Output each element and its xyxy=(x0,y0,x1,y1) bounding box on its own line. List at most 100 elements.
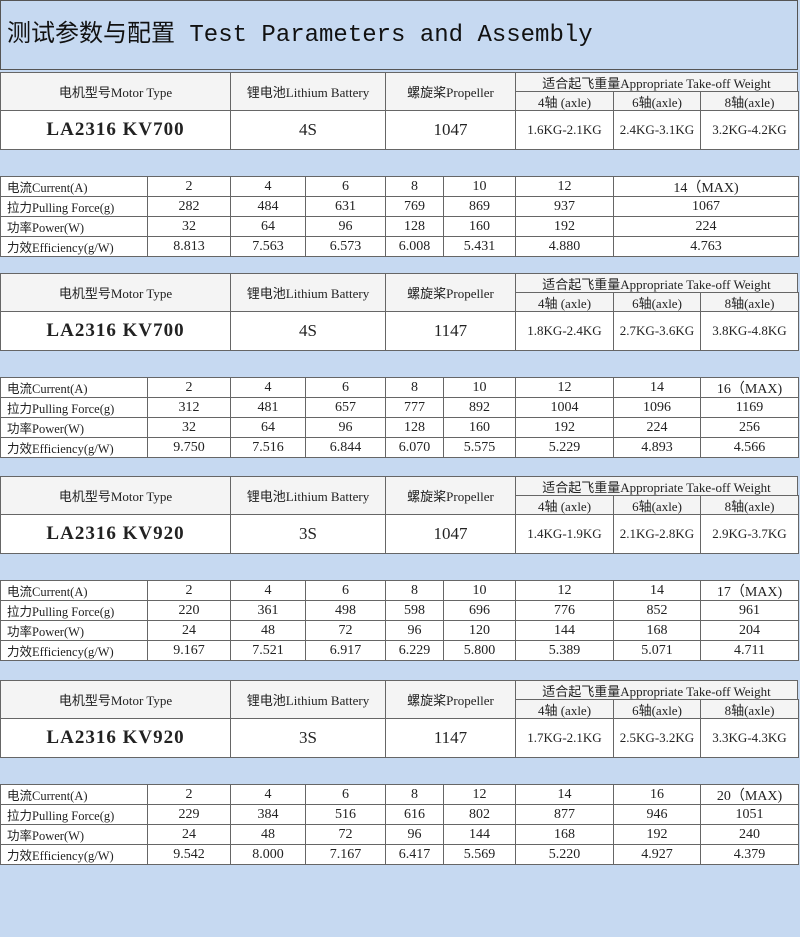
propeller-value: 1147 xyxy=(385,311,516,351)
data-cell: 516 xyxy=(305,804,386,825)
data-cell: 4.893 xyxy=(613,437,701,458)
data-cell: 10 xyxy=(443,377,516,398)
data-cell: 6 xyxy=(305,377,386,398)
data-cell: 961 xyxy=(700,600,799,621)
data-cell: 2 xyxy=(147,377,231,398)
data-cell: 5.389 xyxy=(515,640,614,661)
data-cell: 224 xyxy=(613,417,701,438)
data-cell: 14 xyxy=(613,377,701,398)
motor-model: LA2316 KV700 xyxy=(0,110,231,150)
data-cell: 9.167 xyxy=(147,640,231,661)
data-cell: 14 xyxy=(613,580,701,601)
data-cell: 8 xyxy=(385,784,444,805)
takeoff-weight-header: 适合起飞重量Appropriate Take-off Weight xyxy=(515,680,798,700)
takeoff-weight: 1.6KG-2.1KG xyxy=(515,110,614,150)
data-cell: 168 xyxy=(613,620,701,641)
data-cell: 96 xyxy=(305,216,386,237)
axle-header: 4轴 (axle) xyxy=(515,699,614,719)
data-cell: 4.763 xyxy=(613,236,799,257)
data-cell: 96 xyxy=(385,824,444,845)
data-cell: 14（MAX) xyxy=(613,176,799,197)
axle-header: 4轴 (axle) xyxy=(515,91,614,111)
data-cell: 4 xyxy=(230,580,306,601)
data-cell: 72 xyxy=(305,824,386,845)
takeoff-weight-header: 适合起飞重量Appropriate Take-off Weight xyxy=(515,72,798,92)
data-cell: 6 xyxy=(305,580,386,601)
data-cell: 224 xyxy=(613,216,799,237)
data-cell: 48 xyxy=(230,824,306,845)
data-cell: 17（MAX) xyxy=(700,580,799,601)
row-label: 功率Power(W) xyxy=(0,620,148,641)
data-cell: 696 xyxy=(443,600,516,621)
axle-header: 4轴 (axle) xyxy=(515,495,614,515)
data-cell: 96 xyxy=(385,620,444,641)
data-cell: 484 xyxy=(230,196,306,217)
data-cell: 5.569 xyxy=(443,844,516,865)
data-cell: 892 xyxy=(443,397,516,418)
data-cell: 657 xyxy=(305,397,386,418)
row-label: 力效Efficiency(g/W) xyxy=(0,640,148,661)
data-cell: 852 xyxy=(613,600,701,621)
data-cell: 96 xyxy=(305,417,386,438)
data-cell: 877 xyxy=(515,804,614,825)
row-label: 拉力Pulling Force(g) xyxy=(0,397,148,418)
row-label: 拉力Pulling Force(g) xyxy=(0,196,148,217)
takeoff-weight: 1.8KG-2.4KG xyxy=(515,311,614,351)
data-cell: 8.000 xyxy=(230,844,306,865)
row-label: 功率Power(W) xyxy=(0,824,148,845)
data-cell: 192 xyxy=(515,417,614,438)
data-cell: 769 xyxy=(385,196,444,217)
data-cell: 7.563 xyxy=(230,236,306,257)
row-label: 拉力Pulling Force(g) xyxy=(0,804,148,825)
data-cell: 48 xyxy=(230,620,306,641)
takeoff-weight: 1.7KG-2.1KG xyxy=(515,718,614,758)
axle-header: 6轴(axle) xyxy=(613,292,701,312)
data-cell: 5.800 xyxy=(443,640,516,661)
data-cell: 72 xyxy=(305,620,386,641)
data-cell: 6.573 xyxy=(305,236,386,257)
data-cell: 12 xyxy=(515,580,614,601)
data-cell: 168 xyxy=(515,824,614,845)
battery-header: 锂电池Lithium Battery xyxy=(230,476,386,515)
data-cell: 946 xyxy=(613,804,701,825)
row-label: 力效Efficiency(g/W) xyxy=(0,844,148,865)
data-cell: 14 xyxy=(515,784,614,805)
battery-header: 锂电池Lithium Battery xyxy=(230,273,386,312)
axle-header: 8轴(axle) xyxy=(700,91,799,111)
takeoff-weight: 2.5KG-3.2KG xyxy=(613,718,701,758)
data-cell: 1004 xyxy=(515,397,614,418)
data-cell: 1067 xyxy=(613,196,799,217)
data-cell: 777 xyxy=(385,397,444,418)
row-label: 电流Current(A) xyxy=(0,784,148,805)
data-cell: 240 xyxy=(700,824,799,845)
data-cell: 6.844 xyxy=(305,437,386,458)
data-cell: 4.379 xyxy=(700,844,799,865)
data-cell: 24 xyxy=(147,620,231,641)
data-cell: 6.008 xyxy=(385,236,444,257)
data-cell: 776 xyxy=(515,600,614,621)
takeoff-weight: 3.2KG-4.2KG xyxy=(700,110,799,150)
data-cell: 802 xyxy=(443,804,516,825)
data-cell: 8 xyxy=(385,377,444,398)
takeoff-weight-header: 适合起飞重量Appropriate Take-off Weight xyxy=(515,476,798,496)
data-cell: 7.167 xyxy=(305,844,386,865)
data-cell: 4.880 xyxy=(515,236,614,257)
propeller-value: 1147 xyxy=(385,718,516,758)
data-cell: 20（MAX) xyxy=(700,784,799,805)
data-cell: 5.071 xyxy=(613,640,701,661)
data-cell: 8.813 xyxy=(147,236,231,257)
data-cell: 8 xyxy=(385,176,444,197)
data-cell: 4.566 xyxy=(700,437,799,458)
data-cell: 7.516 xyxy=(230,437,306,458)
data-cell: 192 xyxy=(613,824,701,845)
data-cell: 192 xyxy=(515,216,614,237)
data-cell: 5.220 xyxy=(515,844,614,865)
row-label: 功率Power(W) xyxy=(0,417,148,438)
data-cell: 937 xyxy=(515,196,614,217)
data-cell: 6.070 xyxy=(385,437,444,458)
battery-value: 3S xyxy=(230,718,386,758)
data-cell: 9.542 xyxy=(147,844,231,865)
takeoff-weight: 3.3KG-4.3KG xyxy=(700,718,799,758)
data-cell: 7.521 xyxy=(230,640,306,661)
data-cell: 4 xyxy=(230,377,306,398)
